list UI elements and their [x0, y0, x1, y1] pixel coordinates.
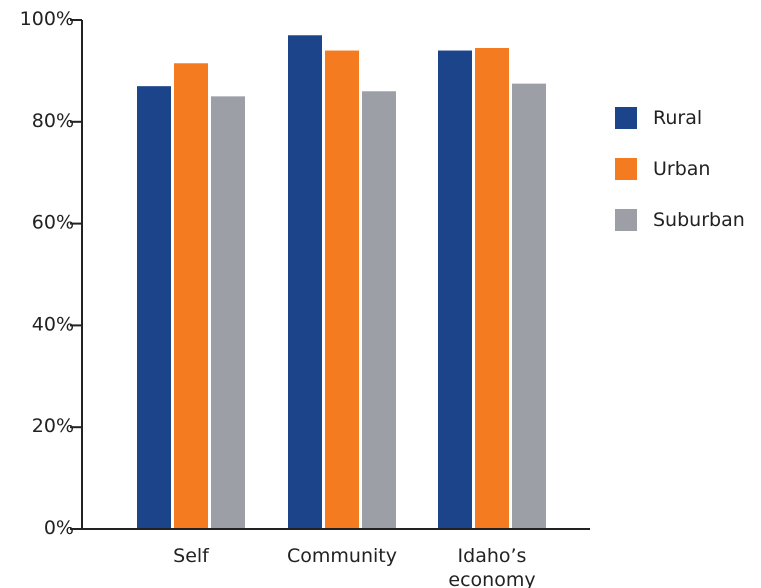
x-category-label: Community: [287, 545, 397, 567]
bar-rural-3: [438, 50, 472, 529]
bars-layer: [137, 35, 546, 530]
legend-label-suburban: Suburban: [653, 209, 745, 231]
bar-suburban-3: [512, 83, 546, 529]
bar-urban-1: [174, 63, 208, 529]
legend-swatch-urban: [615, 158, 637, 180]
bar-suburban-1: [211, 96, 245, 529]
legend-label-rural: Rural: [653, 107, 702, 129]
legend-swatch-rural: [615, 107, 637, 129]
y-tick-label: 20%: [32, 415, 74, 437]
y-tick-label: 60%: [32, 212, 74, 234]
bar-urban-3: [475, 47, 509, 530]
y-ticks-layer: 0% 20% 40% 60% 80% 100%: [20, 8, 82, 539]
y-tick-label: 40%: [32, 313, 74, 335]
legend: Rural Urban Suburban: [615, 107, 745, 231]
x-category-label: Idaho’s economy: [448, 545, 535, 588]
bar-urban-2: [325, 50, 359, 529]
legend-label-urban: Urban: [653, 158, 710, 180]
bar-rural-1: [137, 86, 171, 530]
bar-rural-2: [288, 35, 322, 530]
y-tick-label: 0%: [44, 517, 74, 539]
legend-swatch-suburban: [615, 209, 637, 231]
y-tick-label: 100%: [20, 8, 74, 30]
axes-layer: [81, 20, 590, 530]
bar-suburban-2: [362, 91, 396, 529]
x-labels-layer: Self Community Idaho’s economy: [173, 545, 535, 588]
x-category-label: Self: [173, 545, 210, 567]
y-tick-label: 80%: [32, 110, 74, 132]
